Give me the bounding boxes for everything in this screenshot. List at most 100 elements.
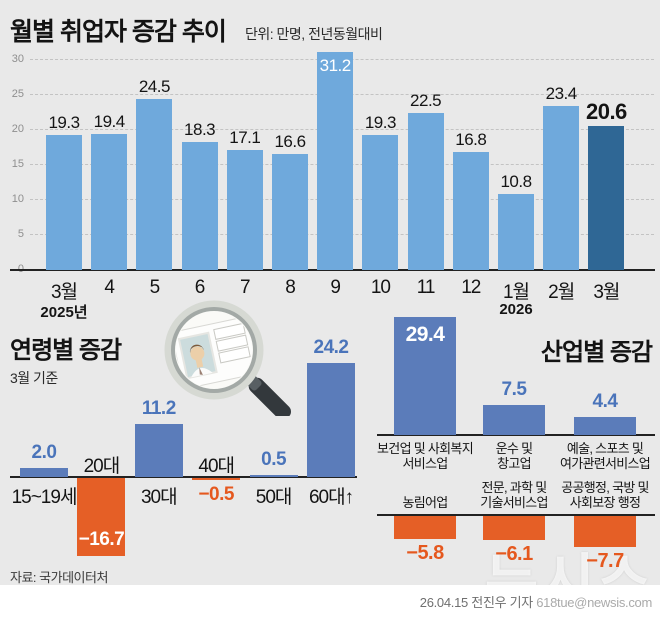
value-label: 16.6 [274, 131, 306, 151]
bar-month-6 [181, 141, 218, 270]
y-tick-label: 10 [11, 193, 24, 205]
magnifier-resume-illustration [158, 298, 308, 420]
bar-industry-운수 및 창고업 [483, 405, 545, 435]
industry-chart: 29.4 보건업 및 사회복지 서비스업 7.5 운수 및 창고업 4.4 예술, 스포츠 및… [377, 317, 655, 572]
value-label: 18.3 [184, 119, 216, 139]
bar-age-40대 [192, 478, 241, 481]
bar-industry-전문, 과학 및 기술서비스업 [483, 516, 545, 541]
age-category-label: 20대 [83, 456, 121, 477]
age-category-label: 50대 [255, 487, 293, 508]
bar-month-9 [317, 51, 354, 270]
bar-month-11 [407, 112, 444, 270]
bar-age-30대 [134, 424, 183, 477]
y-tick-label: 30 [11, 53, 24, 65]
bar-month-4 [91, 134, 128, 270]
bar-month-1월 [498, 194, 534, 270]
bar-industry-예술, 스포츠 및 여가관련서비스업 [574, 417, 636, 435]
y-tick-label: 15 [11, 158, 24, 170]
bar-industry-농림어업 [394, 516, 456, 540]
reporter-email: 618tue@newsis.com [536, 595, 652, 610]
industry-category-line: 운수 및 [495, 441, 533, 456]
age-category-label: 60대↑ [308, 487, 354, 508]
source-label: 자료: 국가데이터처 [10, 570, 108, 585]
x-category-label: 11 [416, 277, 436, 298]
x-category-label: 3월 [593, 282, 620, 303]
industry-category-line: 농림어업 [402, 495, 448, 510]
industry-category-line: 예술, 스포츠 및 [566, 441, 644, 456]
bar-month-3월 [46, 134, 82, 270]
y-tick-label: 5 [17, 228, 24, 240]
value-label: 11.2 [141, 398, 176, 420]
value-label: 17.1 [229, 128, 261, 148]
y-tick-label: 25 [11, 88, 24, 100]
age-category-label: 15~19세 [11, 487, 78, 508]
age-chart-subtitle: 3월 기준 [10, 370, 58, 386]
industry-category-label: 예술, 스포츠 및 여가관련서비스업 [559, 441, 651, 471]
value-label: −16.7 [78, 529, 125, 551]
value-label: −0.5 [198, 484, 234, 506]
bar-month-3월 [588, 125, 625, 270]
x-category-label: 10 [370, 277, 391, 298]
age-category-label: 40대 [198, 456, 235, 477]
industry-category-label: 농림어업 [402, 495, 448, 510]
x-category-label: 3월 [50, 282, 78, 303]
value-label: 24.2 [313, 337, 349, 359]
bar-age-60대↑ [307, 363, 355, 477]
value-label: −7.7 [586, 549, 624, 572]
value-label: 19.3 [364, 112, 397, 132]
value-label: 16.8 [455, 130, 487, 150]
x-category-label: 1월 [502, 282, 530, 303]
x-category-label: 5 [149, 277, 161, 298]
value-label: 4.4 [592, 391, 618, 413]
x-axis-line [10, 269, 655, 271]
industry-category-line: 사회보장 행정 [569, 495, 641, 510]
value-label: 20.6 [585, 98, 627, 124]
value-label: −5.8 [406, 542, 444, 565]
value-label: −6.1 [495, 543, 533, 566]
bar-industry-보건업 및 사회복지 서비스업 [394, 317, 456, 435]
industry-category-line: 여가관련서비스업 [559, 456, 651, 471]
age-chart: 2.0 15~19세 20대 −16.7 11.2 30대 40대 −0.5 0.5 50대 24.… [10, 337, 357, 557]
x-year-label: 2026 [499, 301, 533, 318]
bar-age-20대 [77, 478, 126, 557]
value-label: 0.5 [261, 448, 287, 470]
bar-month-8 [272, 153, 308, 270]
industry-positive-baseline [377, 434, 655, 436]
industry-category-label: 공공행정, 국방 및 사회보장 행정 [561, 480, 649, 510]
industry-category-line: 전문, 과학 및 [481, 480, 547, 495]
unit-label: 단위: 만명, 전년동월대비 [245, 26, 383, 42]
industry-category-line: 보건업 및 사회복지 [377, 441, 474, 456]
x-category-label: 4 [104, 277, 115, 298]
x-category-label: 2월 [548, 282, 575, 303]
bottom-white-strip [0, 585, 660, 623]
magnifier-icon [164, 300, 291, 420]
value-label: 19.3 [48, 112, 80, 132]
industry-category-label: 보건업 및 사회복지 서비스업 [377, 441, 474, 471]
industry-negative-baseline [377, 514, 655, 516]
y-tick-label: 20 [11, 123, 24, 135]
age-chart-title: 연령별 증감 [10, 337, 122, 364]
bar-age-50대 [249, 474, 298, 477]
page-title: 월별 취업자 증감 추이 [10, 18, 227, 46]
byline-credit: 26.04.15 전진우 기자 618tue@newsis.com [420, 592, 653, 611]
value-label: 31.2 [319, 55, 352, 75]
industry-category-label: 운수 및 창고업 [496, 441, 533, 471]
industry-category-line: 창고업 [497, 456, 531, 471]
x-category-label: 12 [461, 277, 481, 298]
age-category-label: 30대 [140, 487, 178, 508]
x-category-label: 9 [330, 277, 341, 298]
bar-month-10 [362, 134, 399, 270]
x-category-label: 7 [240, 277, 251, 298]
x-category-label: 6 [194, 277, 206, 298]
value-label: 23.4 [545, 84, 578, 104]
value-label: 22.5 [410, 90, 442, 110]
value-label: 2.0 [31, 441, 57, 463]
industry-category-line: 기술서비스업 [480, 495, 548, 510]
bar-industry-공공행정, 국방 및 사회보장 행정 [574, 516, 636, 547]
industry-chart-title: 산업별 증감 [540, 339, 653, 366]
value-label: 24.5 [138, 76, 171, 96]
bar-age-15~19세 [20, 467, 68, 477]
value-label: 19.4 [93, 112, 126, 132]
bar-month-2월 [543, 106, 580, 270]
